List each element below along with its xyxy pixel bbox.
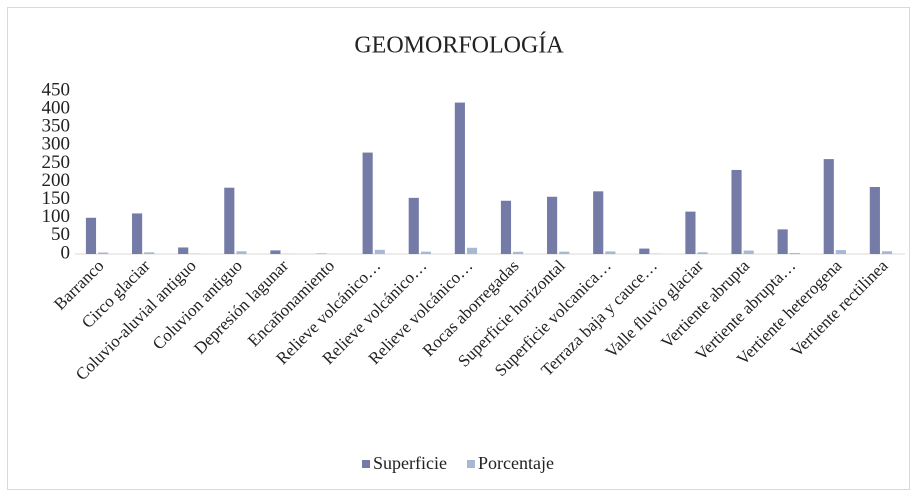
- bar: [744, 251, 754, 254]
- bar: [421, 252, 431, 254]
- bar: [132, 213, 142, 254]
- bar: [178, 247, 188, 254]
- bar: [824, 159, 834, 254]
- bar: [639, 249, 649, 254]
- bar: [98, 253, 108, 254]
- bar: [593, 191, 603, 254]
- y-tick-label: 250: [42, 152, 71, 173]
- bar: [270, 250, 280, 254]
- y-tick-label: 150: [42, 188, 71, 209]
- bar: [455, 103, 465, 254]
- legend-label: Superficie: [373, 453, 447, 473]
- y-tick-label: 100: [42, 206, 71, 227]
- bar: [882, 251, 892, 254]
- chart-title: GEOMORFOLOGÍA: [354, 33, 564, 59]
- bar: [605, 251, 615, 254]
- bar: [375, 250, 385, 254]
- y-tick-label: 50: [51, 224, 70, 245]
- bar: [790, 253, 800, 254]
- y-tick-label: 0: [61, 242, 71, 263]
- bar: [778, 229, 788, 254]
- bar: [513, 252, 523, 254]
- bar: [559, 252, 569, 254]
- legend-swatch: [362, 460, 370, 468]
- bar: [698, 252, 708, 254]
- bar: [144, 252, 154, 254]
- bar: [547, 197, 557, 254]
- legend-swatch: [467, 460, 475, 468]
- bar: [409, 198, 419, 254]
- bar: [870, 187, 880, 254]
- y-tick-label: 300: [42, 134, 71, 155]
- bar: [731, 170, 741, 254]
- y-tick-label: 450: [42, 79, 71, 100]
- bar: [86, 218, 96, 254]
- bar: [836, 250, 846, 254]
- bar: [363, 153, 373, 254]
- y-tick-label: 350: [42, 116, 71, 137]
- y-tick-label: 400: [42, 97, 71, 118]
- bar: [236, 251, 246, 254]
- y-tick-label: 200: [42, 170, 71, 191]
- legend-label: Porcentaje: [478, 453, 554, 473]
- bar: [501, 201, 511, 254]
- bar: [685, 212, 695, 254]
- bar: [224, 188, 234, 254]
- bar: [467, 248, 477, 254]
